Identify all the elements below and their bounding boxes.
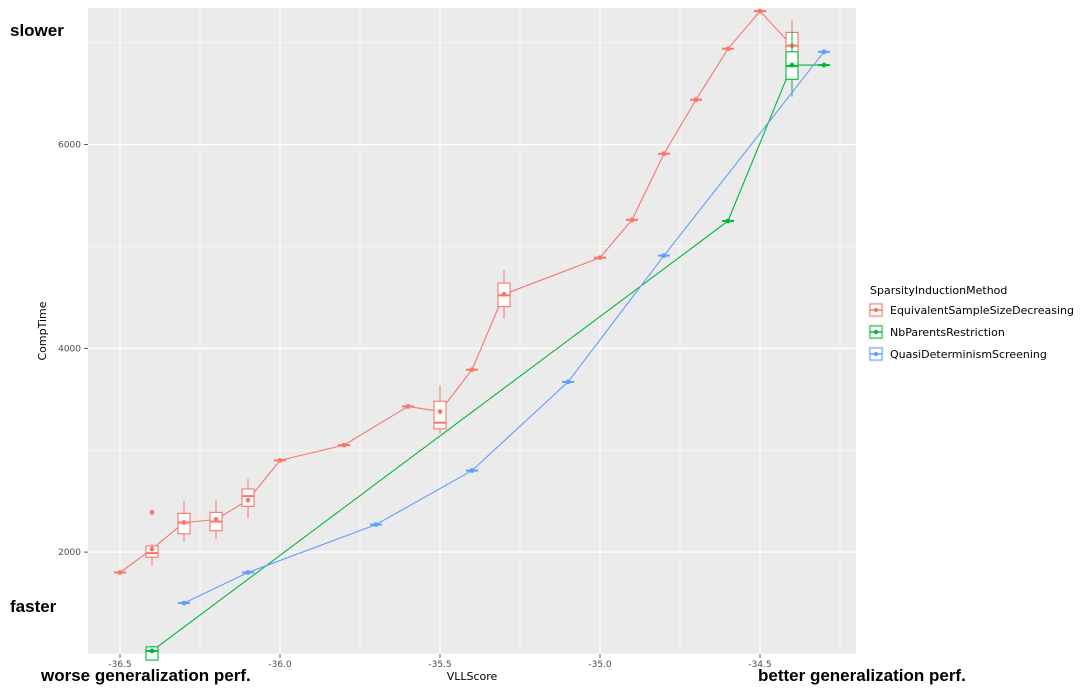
legend-entry-label: QuasiDeterminismScreening (890, 348, 1047, 361)
legend-key-QuasiDeterminismScreening (868, 346, 884, 362)
better-generalization-annotation: better generalization perf. (758, 666, 966, 685)
legend-key-EquivalentSampleSizeDecreasing (868, 302, 884, 318)
data-point (245, 570, 251, 575)
data-point (725, 218, 731, 224)
legend-key-NbParentsRestriction (868, 324, 884, 340)
x-tick-label: -34.5 (748, 660, 771, 670)
data-point (373, 522, 379, 527)
legend-entry-label: EquivalentSampleSizeDecreasing (890, 304, 1074, 317)
data-point (821, 62, 827, 68)
grid-lines (88, 8, 856, 655)
faster-annotation: faster (10, 597, 57, 616)
legend-key-point (873, 329, 879, 335)
data-point (469, 468, 475, 473)
x-tick-label: -35.5 (428, 660, 451, 670)
series-QuasiDeterminismScreening (178, 49, 830, 606)
data-point (693, 97, 699, 103)
x-tick-label: -36.5 (108, 660, 131, 670)
data-point (341, 442, 347, 448)
data-point (277, 458, 283, 463)
plot-panel (88, 8, 856, 654)
axes: -36.5 -36.0 -35.5 -35.0 -34.5 2000 4000 6000 (58, 141, 772, 670)
data-point (821, 49, 827, 55)
data-point (245, 497, 251, 503)
data-point (181, 600, 187, 606)
series-layer (114, 8, 830, 661)
data-point (405, 404, 411, 409)
x-tick-label: -36.0 (268, 660, 292, 670)
legend: SparsityInductionMethod EquivalentSample… (864, 276, 1079, 372)
data-point (469, 367, 475, 373)
y-tick-label: 6000 (58, 141, 81, 151)
legend-background (864, 276, 1079, 372)
data-point (181, 520, 187, 525)
box-body (433, 400, 447, 430)
box-body (241, 488, 255, 507)
series-EquivalentSampleSizeDecreasing (114, 8, 799, 575)
legend-key-point (873, 351, 879, 357)
data-point (661, 151, 667, 157)
data-point (565, 379, 571, 385)
y-tick-label: 2000 (58, 548, 81, 558)
data-point (789, 62, 795, 68)
data-point (213, 517, 219, 522)
box-outlier (149, 509, 155, 515)
worse-generalization-annotation: worse generalization perf. (41, 666, 251, 685)
series-line (151, 64, 824, 652)
legend-entry-label: NbParentsRestriction (890, 326, 1005, 339)
data-point (629, 217, 635, 223)
data-point (149, 546, 155, 552)
series-NbParentsRestriction (145, 31, 830, 661)
data-point (661, 253, 667, 258)
data-point (117, 570, 123, 575)
data-point (149, 648, 155, 654)
legend-title: SparsityInductionMethod (870, 284, 1007, 297)
x-axis-label: VLLScore (447, 670, 498, 683)
slower-annotation: slower (10, 21, 64, 40)
y-tick-label: 4000 (58, 344, 81, 354)
x-tick-label: -35.0 (588, 660, 612, 670)
data-point (597, 255, 603, 261)
data-point (757, 8, 763, 14)
y-axis-label: CompTime (36, 301, 49, 360)
legend-key-point (873, 307, 879, 313)
data-point (437, 409, 443, 414)
data-point (501, 291, 507, 297)
box-body (145, 545, 159, 558)
data-point (725, 46, 731, 52)
